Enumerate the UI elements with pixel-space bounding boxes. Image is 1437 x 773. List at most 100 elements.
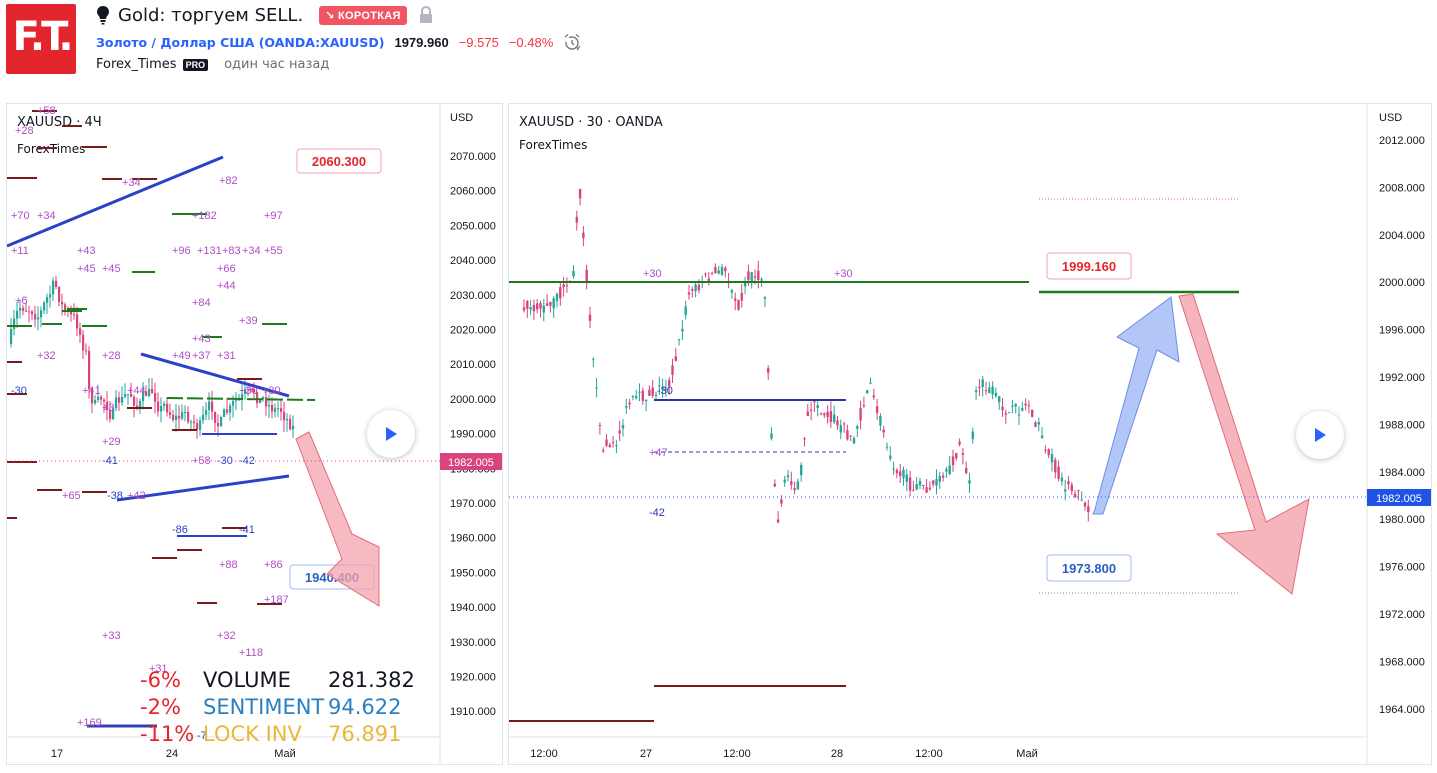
trade-annotation: +43 bbox=[192, 333, 211, 345]
candle-body bbox=[127, 393, 130, 395]
candle-body bbox=[611, 442, 615, 444]
candle-body bbox=[1083, 502, 1087, 507]
trade-annotation: +41 bbox=[82, 385, 101, 397]
trade-annotation: +47 bbox=[649, 447, 668, 459]
candle-body bbox=[806, 411, 809, 416]
candle-body bbox=[648, 389, 651, 396]
right-candles bbox=[522, 188, 1090, 524]
candle-body bbox=[124, 394, 127, 397]
candle-body bbox=[1080, 499, 1083, 501]
candle-body bbox=[220, 416, 223, 427]
candle-body bbox=[757, 270, 760, 280]
candle-body bbox=[58, 286, 61, 302]
trade-annotation: -30 bbox=[11, 385, 27, 397]
right-chart-panel[interactable]: XAUUSD · 30 · OANDA ForexTimes USD 2012.… bbox=[508, 103, 1432, 765]
symbol-change: −9.575 bbox=[458, 34, 499, 50]
candle-body bbox=[823, 413, 826, 416]
triangle-upper-line bbox=[140, 352, 290, 398]
candle-body bbox=[256, 392, 259, 404]
candle-body bbox=[988, 387, 991, 394]
left-down-arrow bbox=[295, 431, 380, 607]
right-y-axis: 2012.000 2008.000 2004.000 2000.000 1996.000… bbox=[1379, 135, 1425, 716]
candle-body bbox=[971, 431, 974, 440]
left-play-button[interactable] bbox=[367, 410, 415, 458]
candle-body bbox=[43, 302, 46, 311]
candle-body bbox=[592, 359, 595, 361]
trade-annotation: -86 bbox=[172, 524, 188, 536]
volume-pct: -2% bbox=[140, 695, 181, 719]
candle-body bbox=[704, 273, 707, 275]
candle-body bbox=[796, 481, 800, 490]
candle-body bbox=[842, 423, 846, 425]
trade-annotation: +45 bbox=[77, 263, 96, 275]
trade-annotation: +55 bbox=[264, 245, 283, 257]
volume-pct: -6% bbox=[140, 668, 181, 692]
candle-body bbox=[602, 450, 605, 452]
candle-body bbox=[984, 390, 988, 392]
candle-body bbox=[578, 189, 582, 199]
candle-body bbox=[115, 397, 118, 409]
candle-body bbox=[928, 487, 932, 490]
author-name[interactable]: Forex_Times bbox=[96, 57, 177, 72]
candle-body bbox=[912, 490, 915, 492]
candle-body bbox=[859, 408, 862, 421]
candle-body bbox=[720, 266, 724, 275]
candle-body bbox=[618, 430, 621, 434]
candle-body bbox=[145, 391, 148, 396]
candle-body bbox=[1057, 466, 1060, 479]
forex-times-logo[interactable]: F.T. bbox=[6, 4, 76, 74]
candle-body bbox=[172, 414, 175, 420]
candle-body bbox=[889, 455, 892, 459]
right-x-tick: 12:00 bbox=[915, 748, 943, 760]
candle-body bbox=[849, 435, 852, 437]
alarm-clock-icon[interactable] bbox=[563, 33, 581, 51]
candle-body bbox=[608, 444, 611, 448]
candle-body bbox=[681, 328, 684, 332]
candle-body bbox=[178, 415, 181, 419]
candle-body bbox=[691, 289, 694, 291]
candle-body bbox=[1040, 435, 1044, 439]
candle-body bbox=[79, 328, 82, 335]
logo-text: F.T. bbox=[12, 14, 73, 60]
candle-body bbox=[82, 334, 85, 351]
candle-body bbox=[684, 306, 687, 315]
left-y-tick: 1950.000 bbox=[450, 567, 496, 579]
candle-body bbox=[941, 475, 945, 478]
left-x-tick: 17 bbox=[51, 748, 63, 760]
right-last-price-tag bbox=[1367, 489, 1431, 506]
candle-body bbox=[193, 421, 196, 424]
candle-body bbox=[767, 368, 770, 373]
candle-body bbox=[552, 298, 555, 309]
candle-body bbox=[978, 386, 981, 388]
right-chart-canvas[interactable]: XAUUSD · 30 · OANDA ForexTimes USD 2012.… bbox=[509, 104, 1432, 765]
candle-body bbox=[52, 280, 55, 295]
candle-body bbox=[1087, 506, 1090, 513]
candle-body bbox=[22, 307, 25, 311]
candle-body bbox=[773, 483, 776, 487]
trade-annotation: +45 bbox=[102, 263, 121, 275]
candle-body bbox=[154, 393, 157, 402]
candle-body bbox=[836, 420, 839, 426]
candle-body bbox=[85, 350, 88, 352]
trade-annotation: +3 bbox=[102, 402, 115, 414]
candle-body bbox=[935, 478, 938, 486]
candle-body bbox=[73, 314, 76, 316]
left-chart-canvas[interactable]: XAUUSD · 4Ч ForexTimes USD 2070.0002060.… bbox=[7, 104, 503, 765]
candle-body bbox=[562, 284, 565, 288]
left-y-tick: 2000.000 bbox=[450, 394, 496, 406]
candle-body bbox=[160, 406, 163, 412]
right-target-high-label: 1999.160 bbox=[1062, 259, 1116, 274]
candle-body bbox=[1060, 477, 1064, 482]
right-play-button[interactable] bbox=[1296, 411, 1344, 459]
candle-body bbox=[641, 390, 644, 401]
candle-body bbox=[223, 409, 226, 417]
symbol-link[interactable]: Золото / Доллар США (OANDA:XAUUSD) bbox=[96, 34, 385, 50]
trade-annotation: +118 bbox=[239, 647, 263, 659]
candle-body bbox=[94, 400, 97, 404]
candle-body bbox=[1050, 454, 1054, 463]
trade-annotation: +37 bbox=[192, 350, 211, 362]
candle-body bbox=[1073, 493, 1077, 498]
volume-value: 76.891 bbox=[328, 722, 401, 746]
candle-body bbox=[532, 305, 536, 312]
left-chart-panel[interactable]: XAUUSD · 4Ч ForexTimes USD 2070.0002060.… bbox=[6, 103, 503, 765]
